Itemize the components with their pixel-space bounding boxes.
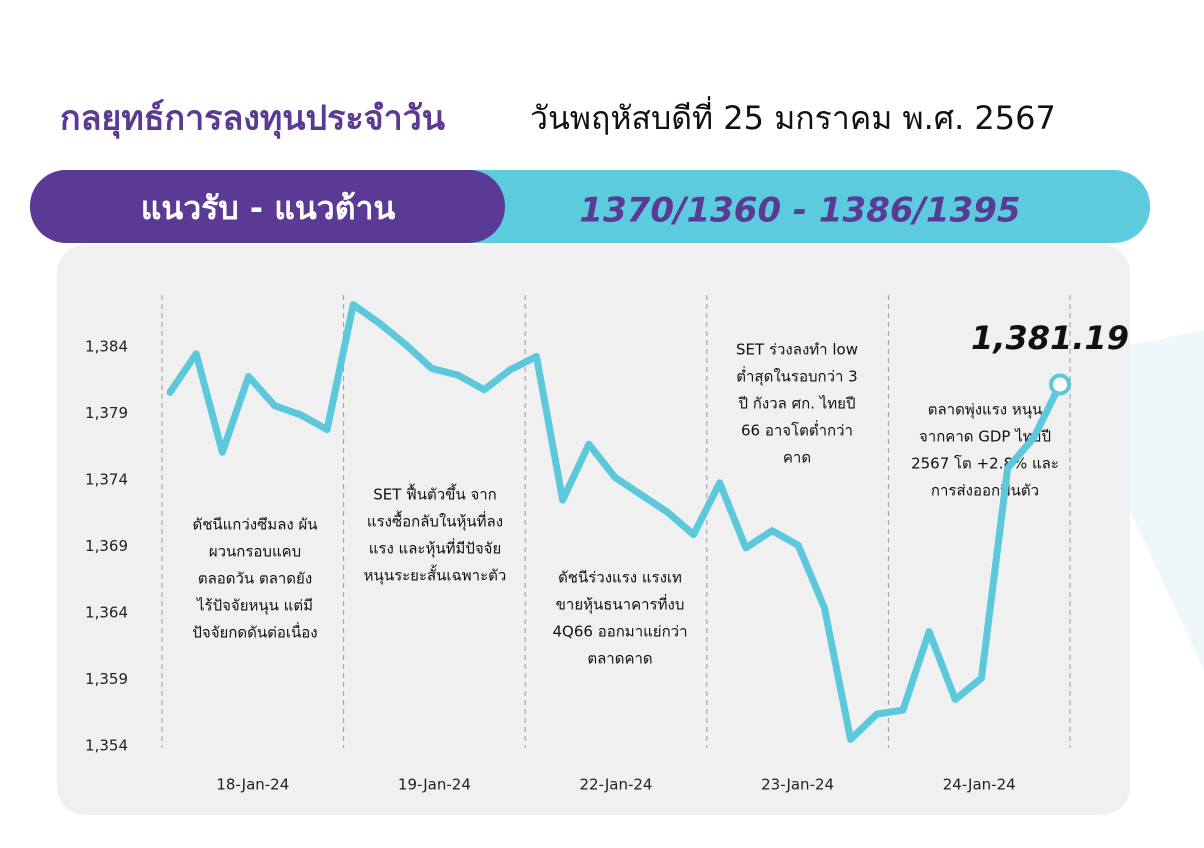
annotation: ตลอดวัน ตลาดยัง [198,570,312,588]
annotation: แรงซื้อกลับในหุ้นที่ลง [367,511,503,532]
date: วันพฤหัสบดีที่ 25 มกราคม พ.ศ. 2567 [530,96,1056,137]
annotation: ดัชนีแกว่งซึมลง ผัน [192,516,317,534]
banner-label-bg [30,170,505,243]
x-tick-label: 23-Jan-24 [761,776,834,794]
annotation: แรง และหุ้นที่มีปัจจัย [369,538,502,559]
annotation: คาด [783,449,811,467]
x-tick-label: 18-Jan-24 [216,776,289,794]
annotation: SET ร่วงลงทำ low [736,341,858,359]
annotation: ขายหุ้นธนาคารที่งบ [556,594,685,615]
y-tick-label: 1,374 [85,471,128,489]
annotation: ปัจจัยกดดันต่อเนื่อง [192,622,317,642]
chart-panel [57,245,1130,815]
annotation: ปี กังวล ศก. ไทยปี [738,395,856,413]
annotation: ตลาดพุ่งแรง หนุน [928,401,1043,420]
annotation: ผวนกรอบแคบ [209,543,301,561]
annotation: จากคาด GDP ไทยปี [919,428,1051,446]
annotation: ต่ำสุดในรอบกว่า 3 [736,366,857,387]
banner-label: แนวรับ - แนวต้าน [141,189,396,227]
line [166,301,1064,743]
y-tick-label: 1,354 [85,737,128,755]
annotation: ดัชนีร่วงแรง แรงเท [558,569,682,587]
annotation: หนุนระยะสั้นเฉพาะตัว [364,565,507,586]
x-tick-label: 22-Jan-24 [580,776,653,794]
title: กลยุทธ์การลงทุนประจำวัน [60,99,445,140]
x-tick-label: 19-Jan-24 [398,776,471,794]
annotation: 2567 โต +2.8% และ [911,455,1059,473]
annotation: ตลาดคาด [587,650,652,668]
annotation: SET ฟื้นตัวขึ้น จาก [373,484,497,504]
annotation: 4Q66 ออกมาแย่กว่า [553,623,688,641]
y-tick-label: 1,379 [85,404,128,422]
annotation: การส่งออกฟื้นตัว [931,480,1039,500]
x-tick-label: 24-Jan-24 [943,776,1016,794]
y-tick-label: 1,369 [85,537,128,555]
last-value-label: 1,381.19 [971,319,1129,357]
last-point [1049,373,1071,396]
y-tick-label: 1,359 [85,670,128,688]
annotation: ไร้ปัจจัยหนุน แต่มี [196,597,313,616]
y-tick-label: 1,364 [85,604,128,622]
annotation: 66 อาจโตต่ำกว่า [741,420,853,440]
y-tick-label: 1,384 [85,338,128,356]
banner-levels: 1370/1360 - 1386/1395 [579,191,1020,231]
